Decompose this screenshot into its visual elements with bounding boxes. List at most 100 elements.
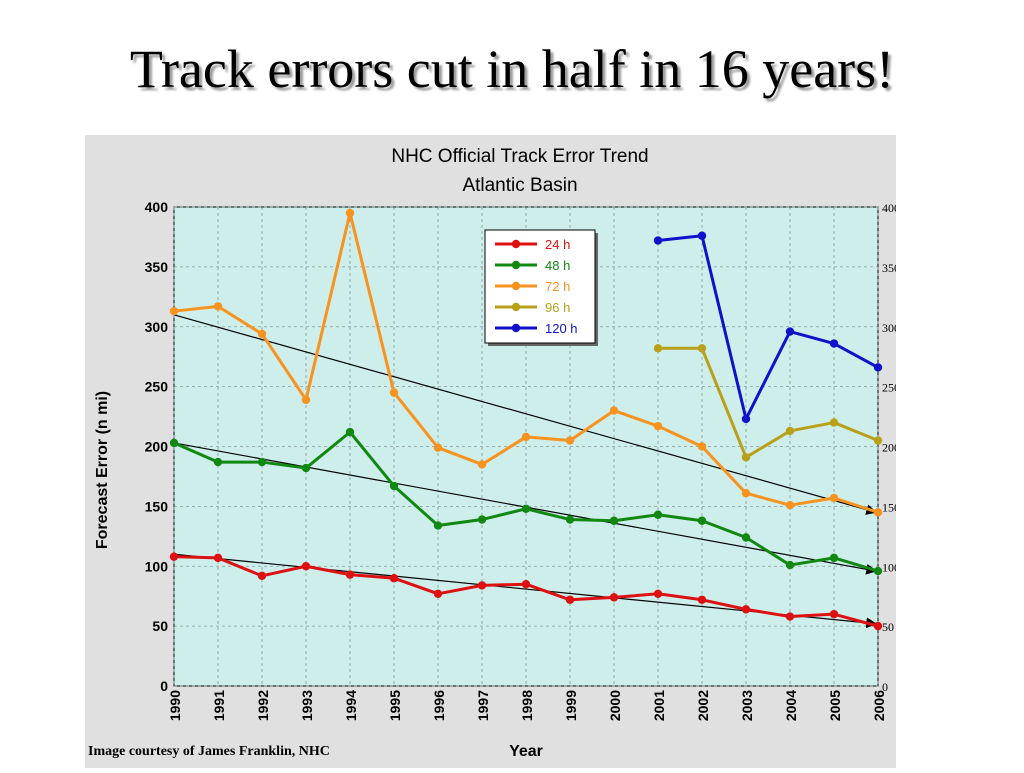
slide-title: Track errors cut in half in 16 years! xyxy=(129,39,895,99)
x-tick-label: 2000 xyxy=(607,690,623,721)
series-line xyxy=(658,346,879,459)
x-tick-label: 2001 xyxy=(651,690,667,721)
data-point xyxy=(697,231,707,240)
x-tick-label: 1991 xyxy=(211,690,227,721)
y-tick-label-left: 200 xyxy=(145,439,169,455)
legend-label: 48 h xyxy=(545,258,570,273)
x-tick-label: 1996 xyxy=(431,690,447,721)
data-point xyxy=(169,552,179,561)
x-tick-label: 1992 xyxy=(255,690,271,721)
series-line xyxy=(657,234,879,421)
data-point xyxy=(257,457,267,467)
data-point xyxy=(565,515,575,524)
trend-line xyxy=(173,314,878,515)
grid-lines xyxy=(173,206,879,687)
data-point xyxy=(829,339,839,348)
data-point xyxy=(873,621,883,631)
chart-panel: NHC Official Track Error Trend Atlantic … xyxy=(85,135,900,768)
x-tick-label: 2005 xyxy=(827,690,843,721)
y-tick-label-left: 100 xyxy=(145,558,169,574)
data-point xyxy=(477,515,487,524)
y-tick-label-right: 150 xyxy=(882,500,896,514)
data-point xyxy=(697,442,707,451)
x-tick-label: 1994 xyxy=(343,690,359,721)
legend-marker xyxy=(511,323,521,333)
data-point xyxy=(697,344,707,353)
x-tick-label: 2002 xyxy=(695,690,711,721)
y-tick-label-right: 250 xyxy=(882,381,896,395)
y-tick-label-right: 0 xyxy=(882,680,888,694)
data-point xyxy=(741,489,751,498)
data-point xyxy=(257,571,267,581)
x-tick-label: 2006 xyxy=(871,690,887,721)
data-point xyxy=(653,344,663,353)
y-axis-label: Forecast Error (n mi) xyxy=(94,391,111,549)
data-point xyxy=(389,481,399,491)
data-point xyxy=(829,609,839,619)
legend-marker xyxy=(511,260,521,270)
data-point xyxy=(741,605,751,614)
x-tick-label: 1999 xyxy=(563,690,579,721)
legend-marker xyxy=(511,239,521,249)
data-point xyxy=(213,302,223,311)
legend-marker xyxy=(511,302,521,312)
data-point xyxy=(477,460,487,469)
data-point xyxy=(873,508,883,517)
legend-label: 96 h xyxy=(545,300,570,315)
data-point xyxy=(389,388,399,397)
data-point xyxy=(829,493,839,503)
legend-label: 72 h xyxy=(545,279,570,294)
y-tick-label-right: 50 xyxy=(882,620,894,634)
data-point xyxy=(785,327,795,336)
data-point xyxy=(829,418,839,427)
y-tick-label-left: 50 xyxy=(152,618,168,634)
data-point xyxy=(433,521,443,530)
data-point xyxy=(345,208,355,218)
data-point xyxy=(653,421,663,431)
data-point xyxy=(741,414,751,424)
data-point xyxy=(345,427,355,437)
data-point xyxy=(785,560,795,570)
legend: 24 h 48 h 72 h 96 h 120 h xyxy=(484,229,598,346)
data-point xyxy=(653,510,663,519)
y-tick-label-right: 350 xyxy=(882,261,896,275)
data-point xyxy=(609,593,619,602)
x-tick-label: 1998 xyxy=(519,690,535,721)
data-point xyxy=(873,436,883,445)
legend-label: 24 h xyxy=(545,237,570,252)
y-tick-label-left: 250 xyxy=(145,379,169,395)
data-point xyxy=(257,329,267,339)
y-tick-label-right: 300 xyxy=(882,321,896,335)
data-point xyxy=(565,595,575,604)
data-point xyxy=(653,236,663,245)
data-point xyxy=(345,570,355,579)
y-tick-label-right: 200 xyxy=(882,441,896,455)
x-axis-label: Year xyxy=(509,743,543,760)
data-point xyxy=(609,406,619,415)
x-tick-label: 1997 xyxy=(475,690,491,721)
data-point xyxy=(169,438,179,448)
data-point xyxy=(785,612,795,621)
y-tick-label-left: 300 xyxy=(145,319,169,335)
track-error-chart: NHC Official Track Error Trend Atlantic … xyxy=(94,146,900,760)
x-tick-label: 2003 xyxy=(739,690,755,721)
data-point xyxy=(609,516,619,525)
legend-label: 120 h xyxy=(545,321,578,336)
y-tick-label-left: 0 xyxy=(160,678,168,694)
y-tick-label-right: 100 xyxy=(882,560,896,574)
data-point xyxy=(873,363,883,372)
y-tick-label-left: 350 xyxy=(145,259,169,275)
y-tick-label-left: 400 xyxy=(145,199,169,215)
data-point xyxy=(565,436,575,445)
data-point xyxy=(873,566,883,576)
data-point xyxy=(785,426,795,436)
data-point xyxy=(477,581,487,590)
data-point xyxy=(741,453,751,462)
data-point xyxy=(433,589,443,598)
data-point xyxy=(433,443,443,452)
data-point xyxy=(213,457,223,467)
data-point xyxy=(785,500,795,510)
x-tick-label: 1993 xyxy=(299,690,315,721)
data-point xyxy=(829,553,839,563)
chart-subtitle: Atlantic Basin xyxy=(462,175,577,196)
